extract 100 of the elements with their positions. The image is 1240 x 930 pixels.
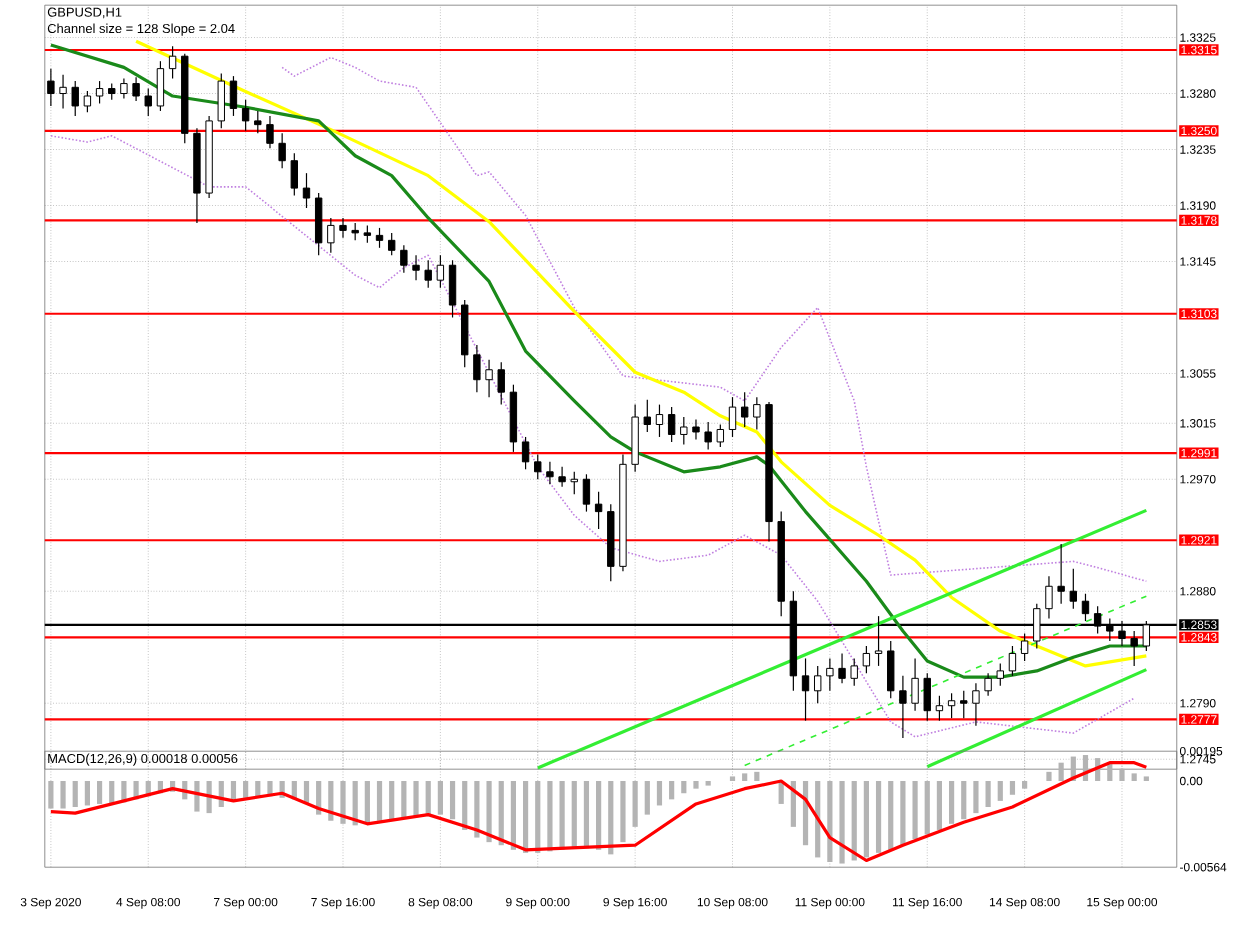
candlestick bbox=[473, 344, 481, 393]
candlestick bbox=[558, 466, 566, 488]
bar bbox=[1131, 773, 1137, 782]
candlestick bbox=[546, 461, 554, 485]
candlestick bbox=[290, 152, 299, 197]
bar bbox=[973, 781, 979, 814]
bar bbox=[1046, 771, 1052, 782]
bar bbox=[644, 781, 650, 815]
bar bbox=[888, 781, 894, 850]
candlestick bbox=[217, 73, 225, 129]
candlestick bbox=[899, 675, 907, 739]
candlestick bbox=[972, 682, 980, 727]
candlestick bbox=[1130, 630, 1138, 667]
candlestick bbox=[1045, 575, 1053, 620]
candlestick bbox=[229, 75, 238, 117]
candlestick bbox=[375, 227, 384, 249]
bar bbox=[522, 781, 529, 853]
bar bbox=[255, 781, 261, 797]
bar bbox=[729, 776, 736, 782]
bar bbox=[535, 781, 541, 853]
bar bbox=[936, 781, 943, 830]
bar bbox=[401, 781, 407, 818]
candlestick bbox=[424, 259, 432, 289]
bar bbox=[413, 781, 419, 817]
candlestick bbox=[448, 259, 457, 319]
candlestick bbox=[643, 399, 651, 433]
candlestick bbox=[95, 80, 104, 105]
candlestick bbox=[570, 471, 578, 495]
bar bbox=[912, 781, 918, 840]
candlestick bbox=[156, 60, 165, 112]
bar bbox=[632, 781, 638, 827]
bar bbox=[547, 781, 553, 852]
bar bbox=[961, 781, 967, 820]
bar bbox=[693, 781, 699, 789]
bar bbox=[596, 781, 602, 850]
bar bbox=[389, 781, 395, 820]
candlestick bbox=[241, 99, 250, 132]
bar bbox=[620, 781, 626, 843]
bar bbox=[510, 781, 517, 850]
bar bbox=[900, 781, 906, 846]
candlestick bbox=[728, 396, 737, 438]
line-series bbox=[281, 56, 1148, 583]
bar bbox=[608, 781, 614, 855]
candlestick bbox=[59, 74, 67, 110]
candlestick bbox=[497, 361, 505, 406]
candlestick bbox=[631, 404, 639, 473]
candlestick bbox=[740, 391, 749, 428]
bar bbox=[48, 781, 54, 809]
bar bbox=[437, 781, 443, 815]
bar bbox=[96, 781, 103, 804]
candlestick bbox=[47, 68, 55, 107]
bar bbox=[474, 781, 480, 838]
bar bbox=[924, 781, 930, 835]
candlestick bbox=[302, 172, 311, 209]
candlestick bbox=[144, 87, 152, 117]
bar bbox=[681, 781, 687, 794]
candlestick bbox=[996, 662, 1004, 687]
candlestick bbox=[132, 76, 140, 102]
candlestick bbox=[814, 665, 822, 704]
candlestick bbox=[387, 232, 396, 256]
candlestick bbox=[1057, 543, 1065, 605]
bar bbox=[669, 781, 675, 800]
bar bbox=[376, 781, 383, 821]
bar bbox=[827, 781, 833, 863]
bar bbox=[1058, 762, 1064, 782]
candlestick bbox=[71, 80, 79, 117]
candlestick bbox=[692, 418, 700, 441]
bar bbox=[863, 781, 869, 858]
bar bbox=[462, 781, 468, 830]
bar bbox=[742, 773, 748, 782]
candlestick bbox=[960, 690, 968, 719]
bar bbox=[1009, 781, 1016, 795]
bar bbox=[851, 781, 857, 861]
candlestick bbox=[120, 77, 128, 100]
candlestick bbox=[655, 404, 664, 438]
candlestick bbox=[667, 406, 676, 443]
candlestick bbox=[850, 657, 858, 687]
candlestick bbox=[168, 45, 177, 80]
bar bbox=[839, 781, 845, 864]
candlestick bbox=[704, 421, 712, 450]
bar bbox=[559, 781, 565, 850]
candlestick bbox=[327, 217, 335, 254]
candlestick bbox=[862, 645, 871, 674]
bar bbox=[84, 781, 90, 806]
candlestick bbox=[935, 695, 944, 722]
candlestick bbox=[412, 254, 420, 281]
bar bbox=[656, 781, 663, 806]
bar bbox=[571, 781, 577, 849]
bar bbox=[486, 781, 492, 843]
candlestick bbox=[83, 90, 92, 113]
bar bbox=[985, 781, 991, 807]
candlestick bbox=[716, 423, 725, 448]
bar bbox=[60, 781, 66, 809]
bar bbox=[340, 781, 346, 824]
candlestick bbox=[911, 657, 919, 712]
bar bbox=[72, 781, 78, 807]
candlestick bbox=[521, 436, 530, 470]
bar bbox=[1143, 776, 1149, 782]
candlestick bbox=[826, 657, 834, 692]
candlestick bbox=[400, 244, 408, 274]
